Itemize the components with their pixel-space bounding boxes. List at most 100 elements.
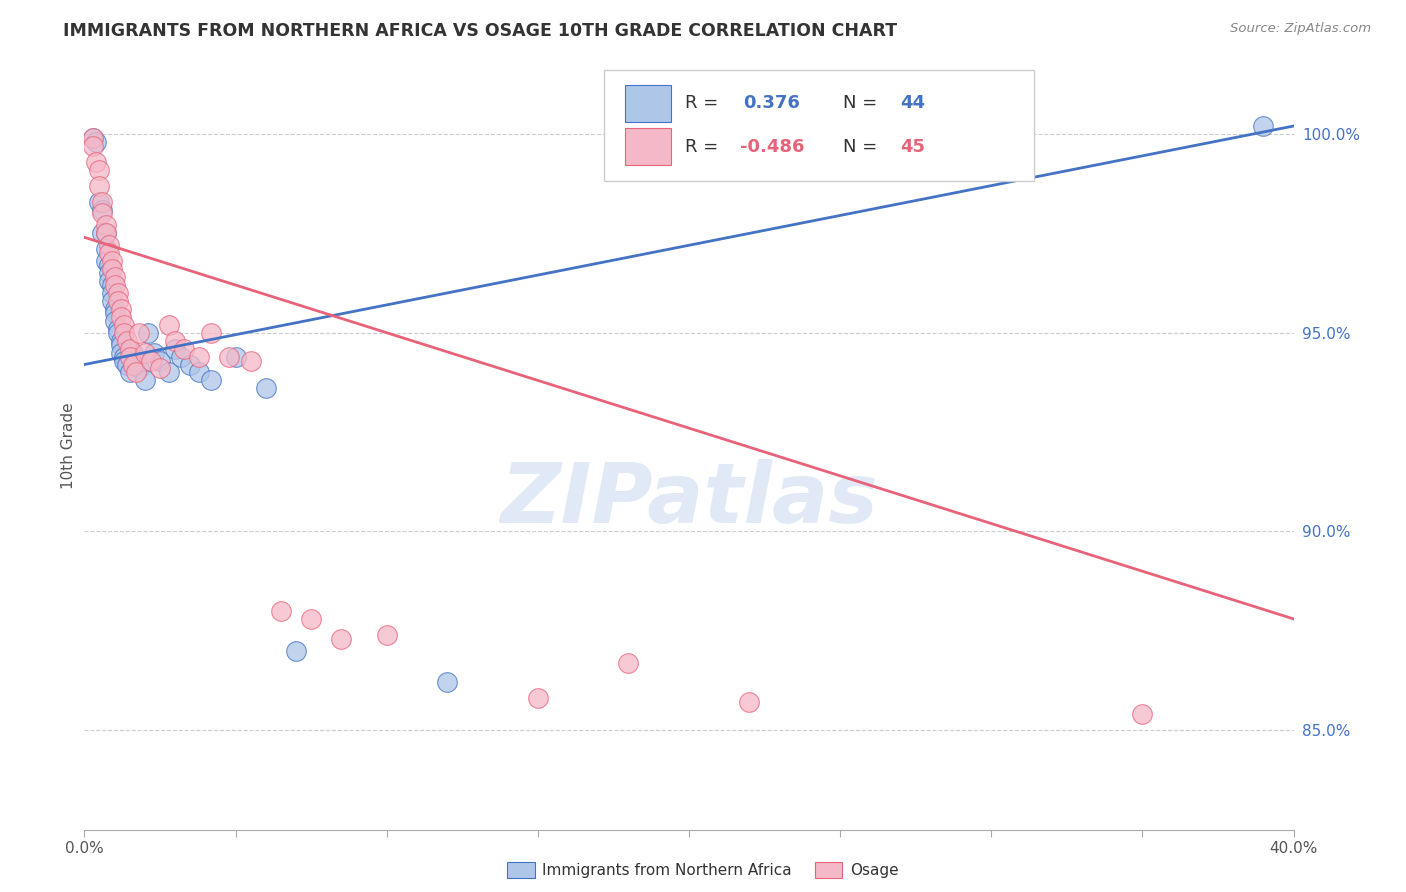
Point: [225, 350, 247, 364]
Point: [94, 227, 117, 241]
Point: [107, 285, 129, 300]
Point: [91, 227, 114, 241]
Text: 45: 45: [901, 138, 925, 156]
Point: [188, 350, 211, 364]
Point: [100, 254, 122, 268]
Point: [285, 643, 308, 657]
FancyBboxPatch shape: [605, 70, 1033, 181]
Point: [173, 342, 195, 356]
Point: [97, 246, 120, 260]
Point: [165, 342, 187, 356]
Point: [107, 322, 129, 336]
Text: 44: 44: [901, 94, 925, 112]
Point: [91, 194, 114, 209]
Point: [218, 350, 240, 364]
Text: Source: ZipAtlas.com: Source: ZipAtlas.com: [1230, 22, 1371, 36]
Point: [112, 353, 135, 368]
Point: [112, 326, 135, 340]
Point: [299, 612, 322, 626]
Point: [97, 238, 120, 252]
Text: ZIPatlas: ZIPatlas: [501, 459, 877, 541]
Point: [89, 162, 111, 177]
Point: [112, 350, 135, 364]
Point: [118, 366, 141, 380]
Point: [91, 202, 114, 217]
Point: [188, 366, 211, 380]
Point: [136, 326, 159, 340]
Point: [86, 135, 108, 149]
Point: [110, 310, 132, 324]
Text: -0.486: -0.486: [740, 138, 804, 156]
Text: N =: N =: [842, 94, 883, 112]
Point: [617, 656, 640, 670]
Point: [107, 293, 129, 308]
Point: [121, 345, 143, 359]
Point: [115, 358, 138, 372]
Point: [89, 194, 111, 209]
Point: [110, 337, 132, 351]
Point: [110, 301, 132, 316]
Point: [200, 326, 222, 340]
Point: [82, 139, 104, 153]
Point: [121, 358, 143, 372]
Point: [330, 632, 353, 646]
Point: [118, 350, 141, 364]
Point: [128, 361, 150, 376]
Point: [104, 278, 127, 293]
Point: [97, 266, 120, 280]
Point: [86, 154, 108, 169]
Text: R =: R =: [685, 138, 724, 156]
Point: [104, 314, 127, 328]
Point: [125, 353, 148, 368]
Point: [82, 131, 104, 145]
Text: R =: R =: [685, 94, 724, 112]
Point: [91, 206, 114, 220]
FancyBboxPatch shape: [624, 85, 671, 121]
Point: [149, 353, 172, 368]
Point: [104, 306, 127, 320]
Point: [270, 604, 292, 618]
Point: [179, 358, 201, 372]
Y-axis label: 10th Grade: 10th Grade: [60, 402, 76, 490]
Point: [139, 353, 162, 368]
Point: [157, 318, 180, 332]
Point: [94, 219, 117, 233]
Point: [89, 178, 111, 193]
Point: [239, 353, 262, 368]
Point: [97, 274, 120, 288]
Point: [149, 361, 172, 376]
Point: [100, 278, 122, 293]
Point: [104, 301, 127, 316]
Point: [128, 326, 150, 340]
Point: [1253, 119, 1275, 133]
Point: [738, 695, 761, 709]
Point: [112, 318, 135, 332]
Point: [115, 334, 138, 348]
Point: [157, 366, 180, 380]
Text: 0.376: 0.376: [744, 94, 800, 112]
Point: [527, 691, 550, 706]
Point: [82, 131, 104, 145]
Point: [170, 350, 193, 364]
Point: [94, 242, 117, 256]
Point: [110, 334, 132, 348]
Point: [134, 373, 156, 387]
Point: [118, 342, 141, 356]
Point: [100, 262, 122, 277]
Point: [100, 293, 122, 308]
Point: [110, 345, 132, 359]
Point: [142, 345, 165, 359]
Point: [165, 334, 187, 348]
Point: [254, 381, 277, 395]
Point: [94, 227, 117, 241]
Text: IMMIGRANTS FROM NORTHERN AFRICA VS OSAGE 10TH GRADE CORRELATION CHART: IMMIGRANTS FROM NORTHERN AFRICA VS OSAGE…: [63, 22, 897, 40]
Point: [104, 270, 127, 285]
Text: N =: N =: [842, 138, 883, 156]
Point: [125, 366, 148, 380]
Point: [107, 326, 129, 340]
Point: [436, 675, 458, 690]
Point: [134, 345, 156, 359]
Point: [200, 373, 222, 387]
FancyBboxPatch shape: [624, 128, 671, 165]
Legend: Immigrants from Northern Africa, Osage: Immigrants from Northern Africa, Osage: [501, 856, 905, 884]
